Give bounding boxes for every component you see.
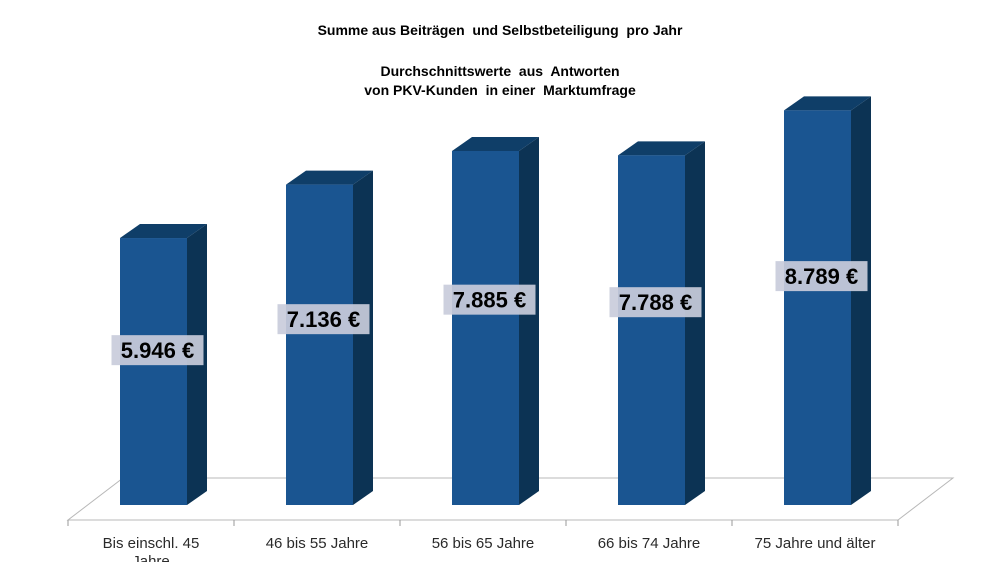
value-label-background [443,284,536,315]
bar-4: 7.788 € [609,141,705,506]
value-label: 7.788 € [619,290,692,315]
bar-top [286,170,373,185]
x-axis-ticks: Bis einschl. 45 Jahre 46 bis 55 Jahre 56 bi… [67,520,899,562]
bar-side [519,136,539,505]
value-label: 5.946 € [121,338,194,363]
bar-3: 7.885 € [443,136,539,505]
x-tick-label: Bis einschl. 45 Jahre [103,535,200,562]
bar-5: 8.789 € [775,96,871,505]
bar-front [120,238,187,505]
bar-top [452,136,539,151]
bar-top [618,141,705,156]
x-tick-label: 46 bis 55 Jahre [266,535,369,552]
value-label: 8.789 € [785,264,858,289]
bar-side [685,141,705,506]
bar-front [286,184,353,505]
value-label-background [111,335,204,366]
chart-subtitle-line-2: von PKV-Kunden in einer Marktumfrage [364,82,636,98]
bar-side [851,96,871,505]
bar-top [784,96,871,111]
bar-2: 7.136 € [277,170,373,505]
bars-layer: 5.946 € 7.136 € 7.885 € 7.788 € 8.789 € [111,96,871,506]
bar-side [353,170,373,505]
bar-front [452,150,519,505]
value-label-background [609,287,702,318]
chart-subtitle-line-1: Durchschnittswerte aus Antworten [380,63,619,79]
value-label: 7.885 € [453,288,526,313]
chart-title: Summe aus Beiträgen und Selbstbeteiligun… [318,22,683,38]
bar-1: 5.946 € [111,224,207,505]
value-label: 7.136 € [287,307,360,332]
bar-top [120,224,207,239]
value-label-background [277,304,370,335]
bar-front [618,155,685,506]
x-tick-label: 66 bis 74 Jahre [598,535,701,552]
bar-front [784,110,851,505]
x-tick-label: 75 Jahre und älter [755,535,876,552]
value-label-background [775,261,868,292]
x-tick-label: 56 bis 65 Jahre [432,535,535,552]
